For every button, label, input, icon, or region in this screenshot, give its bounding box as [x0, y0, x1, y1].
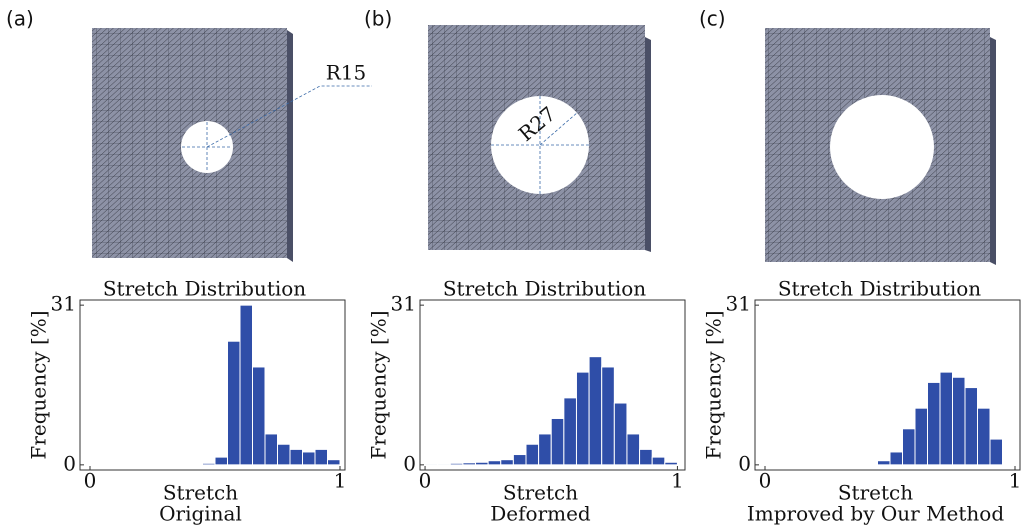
bar — [965, 388, 978, 465]
bar — [513, 455, 526, 465]
panel-label: (b) — [364, 7, 392, 31]
bar — [228, 341, 241, 465]
x-tick-label: 1 — [1009, 469, 1022, 493]
bar — [328, 460, 341, 465]
bar — [878, 461, 891, 465]
bar — [627, 434, 640, 465]
y-tick-label: 0 — [403, 451, 416, 475]
bar — [278, 444, 291, 465]
bar — [640, 449, 653, 464]
caption: Deformed — [490, 502, 591, 526]
bar — [928, 382, 941, 464]
caption: Original — [159, 502, 242, 526]
figure: (a) R15 Stretch Distribution Frequency [%] 0… — [0, 0, 1033, 526]
y-tick-label: 0 — [63, 451, 76, 475]
y-tick-label: 31 — [391, 292, 416, 316]
bar — [425, 464, 438, 465]
y-tick-label: 31 — [726, 292, 751, 316]
bar — [576, 372, 589, 465]
bar — [589, 357, 602, 465]
y-axis-label: Frequency [%] — [702, 310, 726, 459]
bar — [652, 457, 665, 465]
x-tick-label: 1 — [334, 469, 347, 493]
chart-title: Stretch Distribution — [443, 277, 646, 301]
bar — [265, 434, 278, 465]
bar — [476, 462, 489, 465]
panel-label: (c) — [699, 7, 726, 31]
bar — [303, 452, 316, 465]
annotation: R15 — [326, 61, 367, 85]
y-tick-label: 31 — [51, 292, 76, 316]
bar — [463, 463, 476, 465]
caption: Improved by Our Method — [747, 502, 1004, 526]
chart-title: Stretch Distribution — [778, 277, 981, 301]
bar — [978, 408, 991, 465]
bar — [501, 460, 514, 465]
y-tick-label: 0 — [738, 451, 751, 475]
bar — [903, 429, 916, 465]
bar — [890, 452, 903, 465]
bar — [614, 403, 627, 465]
bar — [665, 462, 678, 465]
bar — [240, 305, 253, 465]
axes-frame — [80, 300, 345, 470]
x-tick-label: 0 — [759, 469, 772, 493]
bar — [315, 449, 328, 464]
bar — [290, 449, 303, 464]
bar — [526, 444, 539, 465]
y-axis-label: Frequency [%] — [27, 310, 51, 459]
bar — [253, 367, 266, 465]
bar — [953, 377, 966, 465]
bar — [215, 457, 228, 465]
mesh-c — [765, 28, 996, 265]
chart-title: Stretch Distribution — [103, 277, 306, 301]
x-tick-label: 0 — [84, 469, 97, 493]
bar — [450, 463, 463, 465]
bar — [915, 408, 928, 465]
mesh-b — [428, 25, 651, 252]
bar — [990, 439, 1003, 465]
bar — [551, 418, 564, 464]
bar — [564, 398, 577, 465]
bar — [539, 434, 552, 465]
bar — [488, 461, 501, 465]
x-tick-label: 0 — [419, 469, 432, 493]
bar — [438, 464, 451, 465]
panel-label: (a) — [6, 7, 34, 31]
bar — [203, 463, 216, 465]
bar — [602, 367, 615, 465]
y-axis-label: Frequency [%] — [367, 310, 391, 459]
x-tick-label: 1 — [671, 469, 684, 493]
bar — [940, 372, 953, 465]
